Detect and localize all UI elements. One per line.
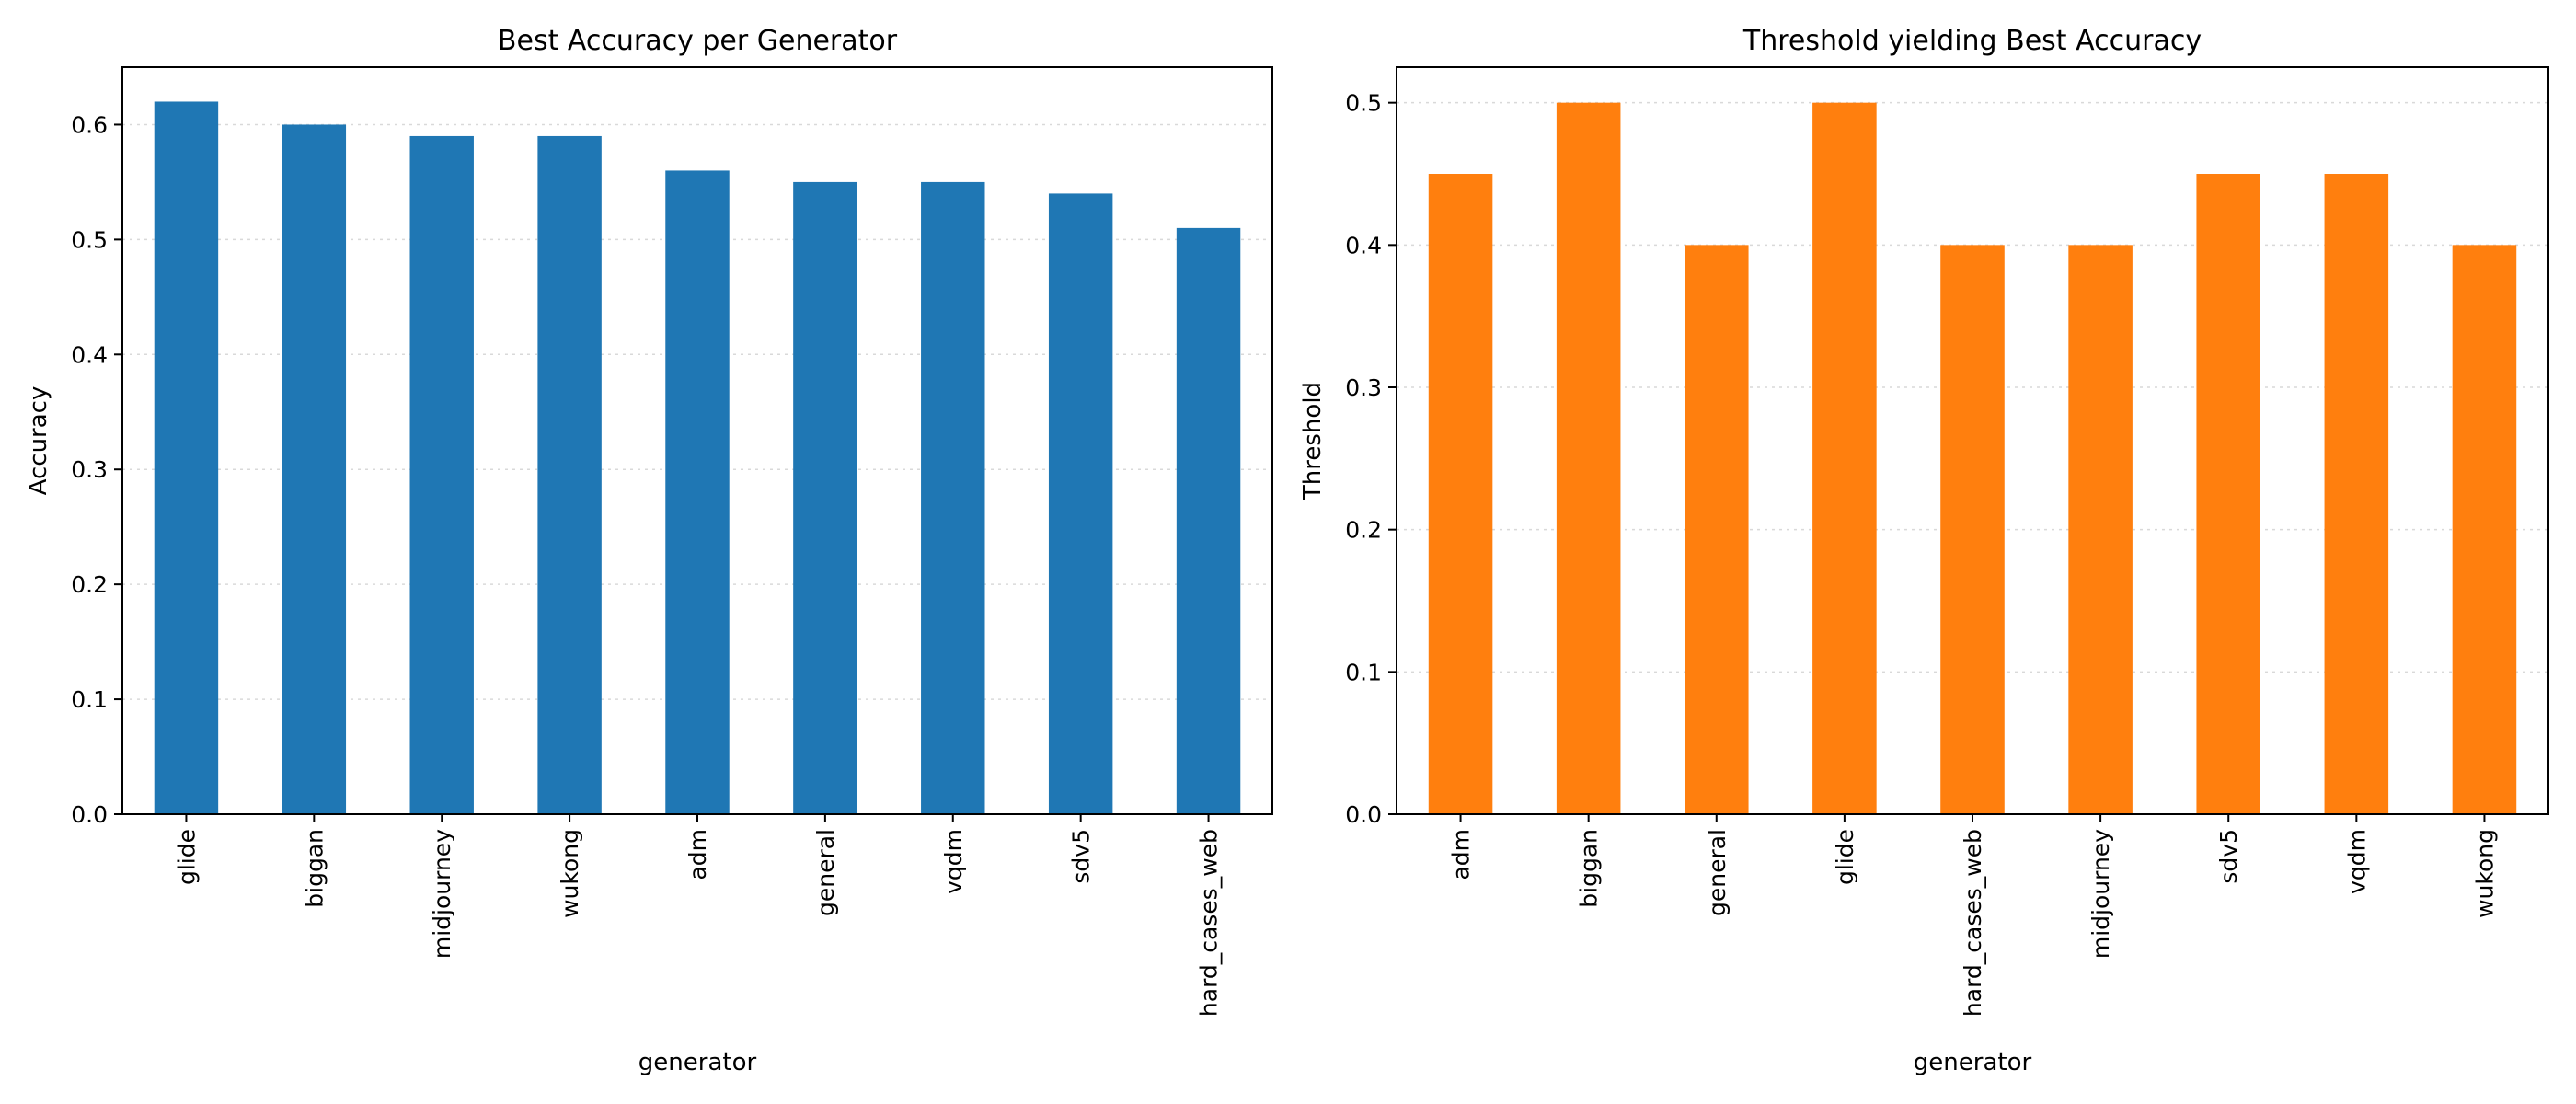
threshold-bars	[1428, 102, 2517, 814]
threshold-x-tick-label-wukong: wukong	[2471, 829, 2498, 918]
threshold-x-axis-label: generator	[1914, 1049, 2032, 1076]
accuracy-y-tick-label: 0.4	[71, 341, 108, 368]
accuracy-y-tick-label: 0.0	[71, 801, 108, 828]
threshold-x-tick-label-biggan: biggan	[1576, 829, 1603, 908]
threshold-x-tick-label-sdv5: sdv5	[2215, 829, 2242, 884]
accuracy-y-tick-label: 0.2	[71, 571, 108, 598]
accuracy-bar-glide	[154, 101, 219, 814]
accuracy-bar-hard_cases_web	[1176, 227, 1241, 814]
accuracy-bar-vqdm	[921, 181, 985, 814]
threshold-bar-hard_cases_web	[1940, 245, 2005, 814]
accuracy-y-tick-label: 0.5	[71, 226, 108, 253]
threshold-bar-sdv5	[2196, 174, 2260, 814]
accuracy-y-axis-label: Accuracy	[25, 386, 52, 496]
accuracy-x-tick-label-adm: adm	[684, 829, 711, 880]
threshold-y-tick-label: 0.5	[1345, 90, 1382, 117]
accuracy-bar-adm	[665, 170, 730, 814]
threshold-y-tick-label: 0.2	[1345, 517, 1382, 544]
threshold-y-tick-label: 0.0	[1345, 801, 1382, 828]
threshold-chart: Threshold yielding Best Accuracy 0.00.10…	[1299, 25, 2549, 1076]
accuracy-chart: Best Accuracy per Generator 0.0 0.1 0.2 0.3…	[25, 25, 1273, 1076]
accuracy-x-axis-ticks: glide biggan midjourney wukong adm general vqd…	[173, 814, 1223, 1017]
accuracy-bar-midjourney	[409, 135, 474, 814]
accuracy-x-tick-label-general: general	[812, 829, 839, 916]
accuracy-y-tick-label: 0.3	[71, 456, 108, 483]
accuracy-bar-general	[793, 181, 857, 814]
accuracy-x-tick-label-glide: glide	[173, 829, 200, 885]
threshold-y-axis-label: Threshold	[1299, 382, 1327, 500]
accuracy-bar-biggan	[282, 124, 347, 814]
accuracy-x-axis-label: generator	[638, 1049, 757, 1076]
threshold-bar-general	[1685, 245, 1749, 814]
threshold-bar-wukong	[2452, 245, 2517, 814]
threshold-x-tick-label-general: general	[1704, 829, 1731, 916]
threshold-bar-biggan	[1556, 102, 1621, 814]
threshold-x-tick-label-adm: adm	[1448, 829, 1475, 880]
accuracy-x-tick-label-midjourney: midjourney	[429, 829, 455, 959]
accuracy-y-axis-ticks: 0.0 0.1 0.2 0.3 0.4 0.5 0.6	[71, 111, 122, 828]
threshold-y-tick-label: 0.3	[1345, 374, 1382, 401]
accuracy-bars	[154, 101, 1241, 814]
accuracy-y-tick-label: 0.6	[71, 111, 108, 138]
accuracy-x-tick-label-hard_cases_web: hard_cases_web	[1196, 829, 1223, 1017]
accuracy-bar-sdv5	[1048, 193, 1113, 814]
threshold-x-tick-label-midjourney: midjourney	[2087, 829, 2114, 959]
threshold-x-tick-label-hard_cases_web: hard_cases_web	[1960, 829, 1986, 1017]
threshold-y-axis-ticks: 0.0 0.1 0.2 0.3 0.4 0.5	[1345, 90, 1397, 828]
threshold-bar-midjourney	[2068, 245, 2133, 814]
threshold-chart-title: Threshold yielding Best Accuracy	[1742, 25, 2202, 57]
accuracy-x-tick-label-sdv5: sdv5	[1068, 829, 1095, 884]
threshold-bar-vqdm	[2324, 174, 2389, 814]
accuracy-x-tick-label-vqdm: vqdm	[940, 829, 967, 894]
accuracy-y-tick-label: 0.1	[71, 686, 108, 713]
threshold-bar-adm	[1428, 174, 1493, 814]
accuracy-x-tick-label-biggan: biggan	[301, 829, 328, 908]
accuracy-x-tick-label-wukong: wukong	[557, 829, 583, 918]
threshold-bar-glide	[1812, 102, 1877, 814]
threshold-y-tick-label: 0.4	[1345, 232, 1382, 259]
threshold-x-tick-label-vqdm: vqdm	[2343, 829, 2370, 894]
accuracy-bar-wukong	[537, 135, 602, 814]
threshold-y-tick-label: 0.1	[1345, 659, 1382, 685]
threshold-x-axis-ticks: adm biggan general glide hard_cases_web midjo…	[1448, 814, 2498, 1017]
threshold-x-tick-label-glide: glide	[1832, 829, 1858, 885]
accuracy-chart-title: Best Accuracy per Generator	[498, 25, 898, 57]
